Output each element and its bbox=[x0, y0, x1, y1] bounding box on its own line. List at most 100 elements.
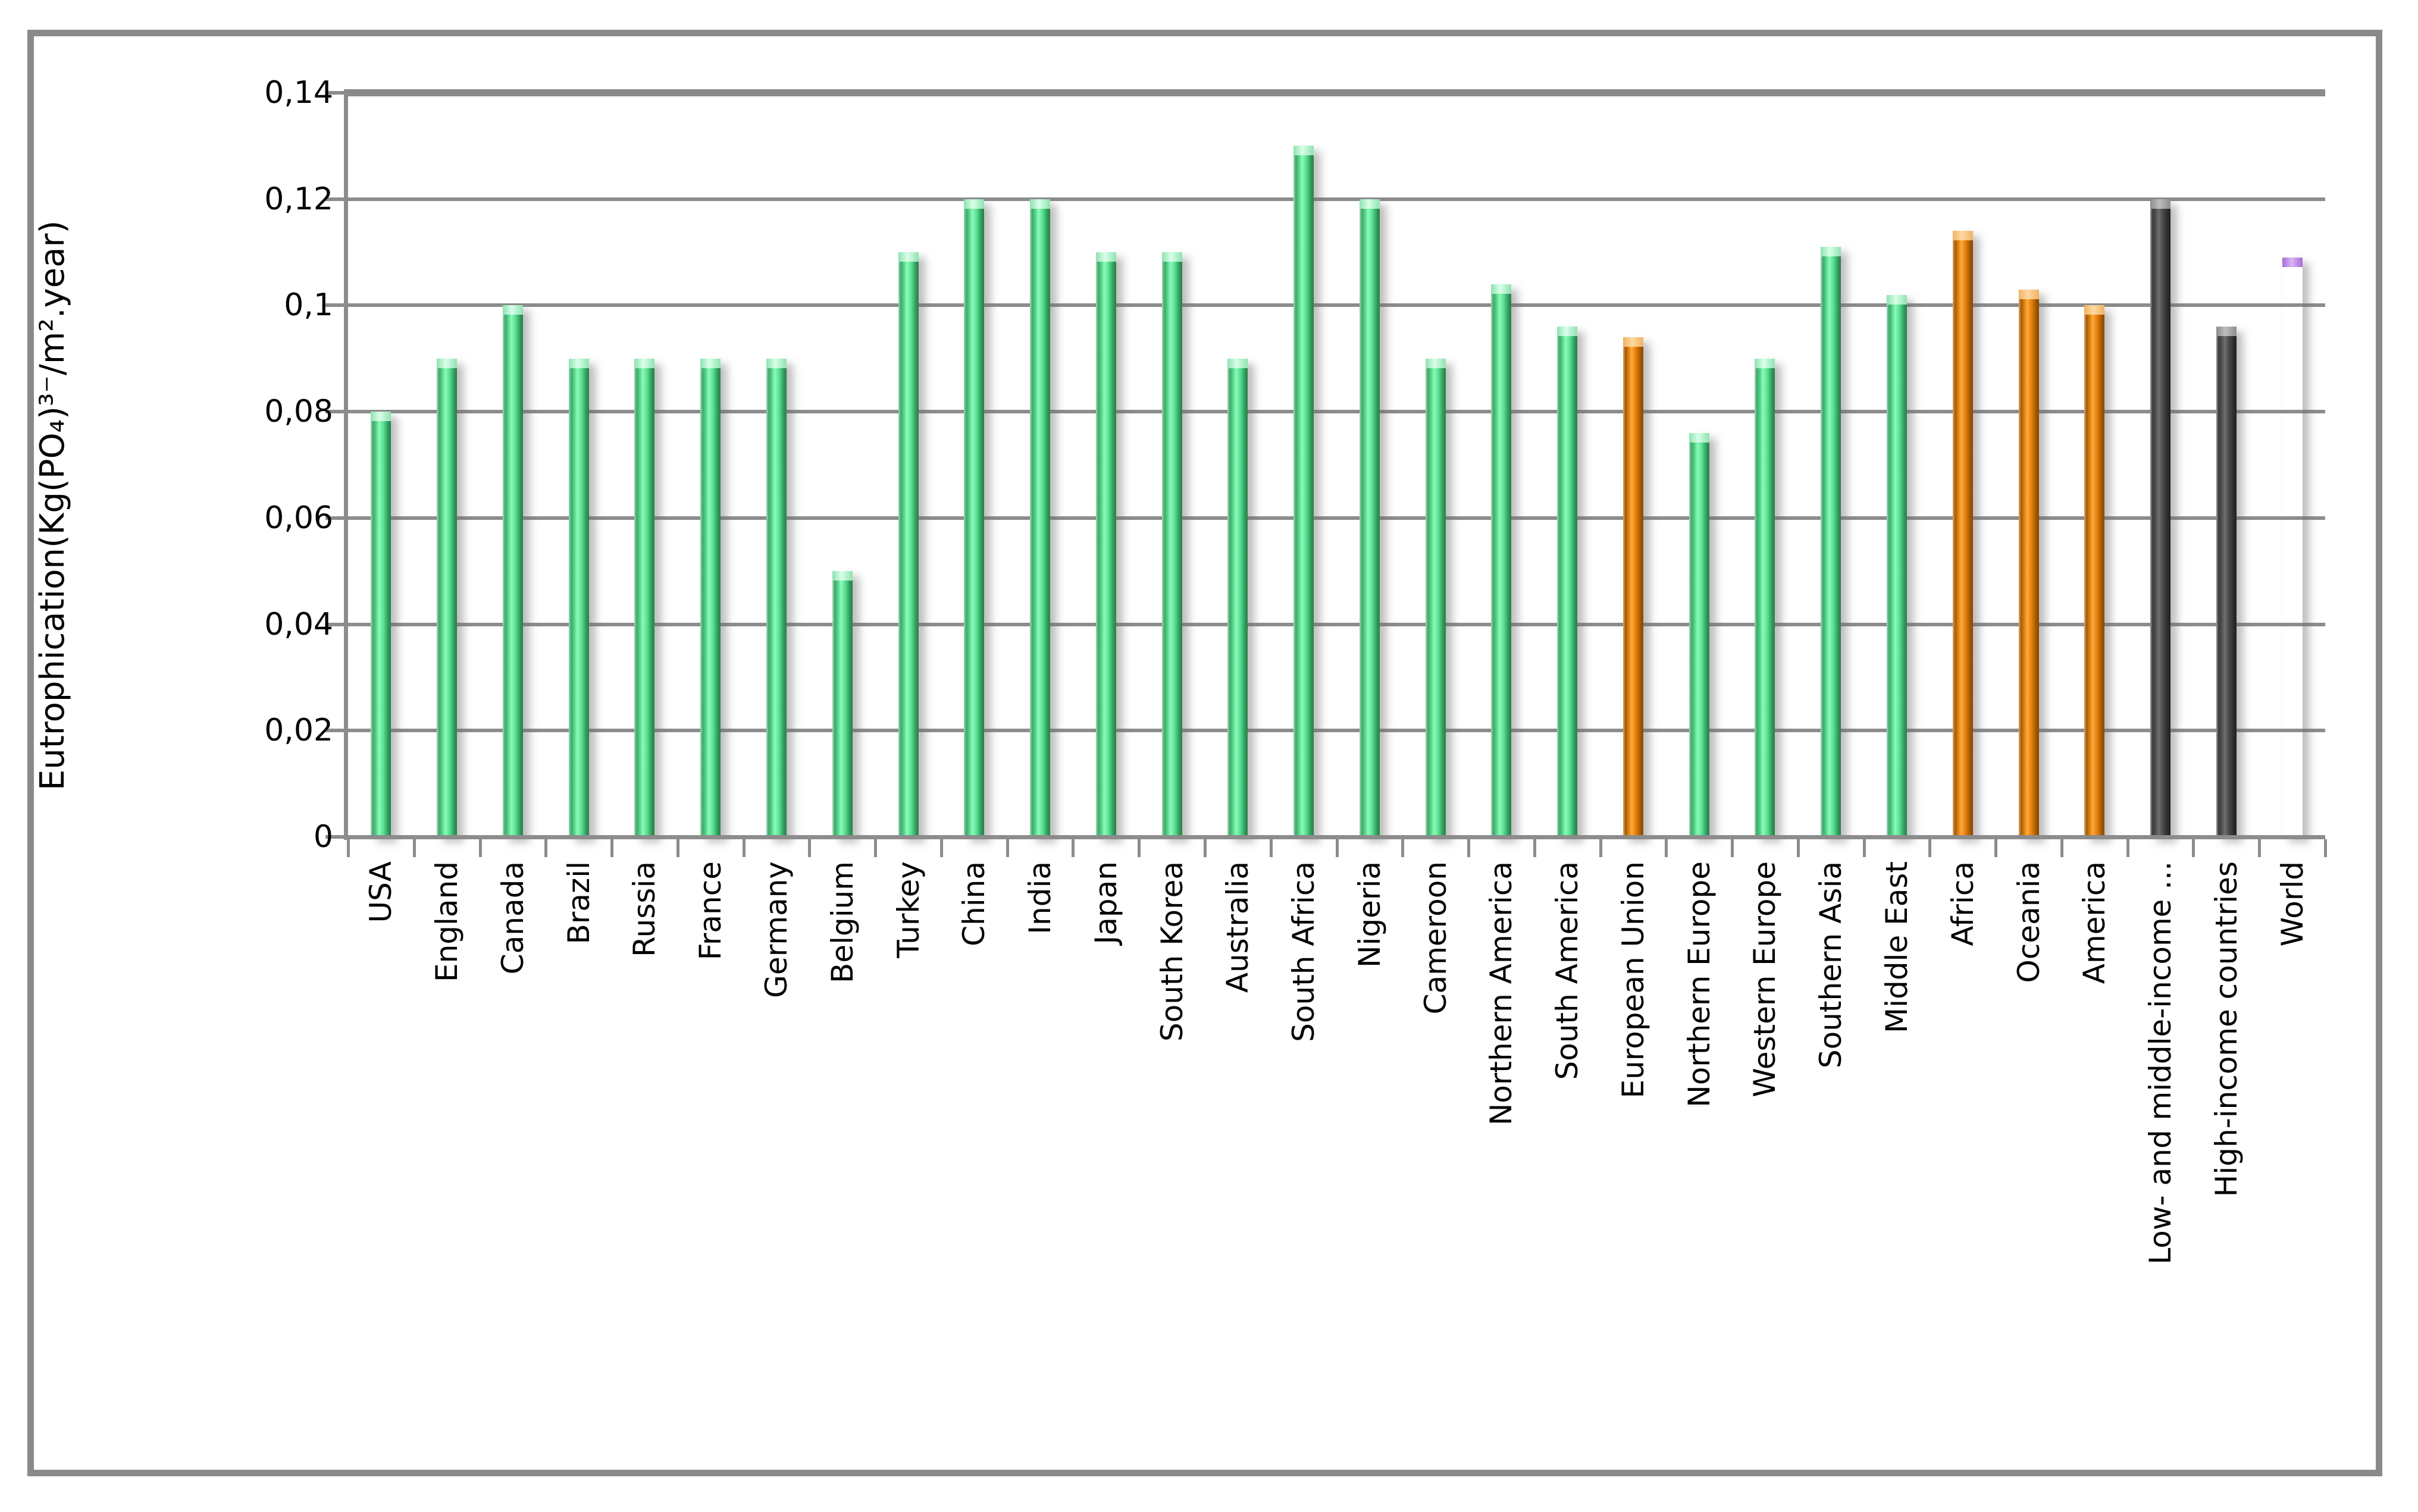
figure-border-frame bbox=[27, 30, 2382, 1476]
bar-australia bbox=[1227, 358, 1248, 837]
x-tick-mark bbox=[2324, 839, 2327, 857]
x-tick-mark bbox=[2258, 839, 2262, 857]
bar-cameroon bbox=[1425, 358, 1446, 837]
x-tick-mark bbox=[1928, 839, 1932, 857]
x-category-label-south-korea: South Korea bbox=[1154, 861, 1189, 1042]
y-tick-label: 0 bbox=[313, 819, 333, 855]
x-tick-mark bbox=[1203, 839, 1207, 857]
y-tick-mark bbox=[325, 197, 348, 201]
bar-middle-east bbox=[1887, 294, 1908, 837]
bar-america bbox=[2084, 305, 2105, 837]
x-category-label-south-america: South America bbox=[1550, 861, 1585, 1080]
y-tick-mark bbox=[325, 516, 348, 520]
x-tick-mark bbox=[939, 839, 943, 857]
x-category-label-northern-europe: Northern Europe bbox=[1681, 861, 1717, 1108]
x-category-label-india: India bbox=[1023, 861, 1058, 934]
gridline-0,14 bbox=[348, 89, 2325, 96]
bar-european-union bbox=[1623, 337, 1643, 837]
bar-south-korea bbox=[1161, 252, 1182, 837]
gridline-0,04 bbox=[348, 622, 2325, 626]
gridline-0,06 bbox=[348, 516, 2325, 520]
x-tick-mark bbox=[874, 839, 878, 857]
x-tick-mark bbox=[1533, 839, 1536, 857]
y-tick-label: 0,08 bbox=[264, 394, 333, 430]
bar-usa bbox=[371, 412, 391, 837]
x-tick-mark bbox=[1072, 839, 1075, 857]
bar-germany bbox=[766, 358, 787, 837]
x-category-label-high-income-countries: High-income countries bbox=[2209, 861, 2244, 1197]
bar-belgium bbox=[832, 571, 853, 837]
gridline-0,12 bbox=[348, 197, 2325, 201]
bar-south-america bbox=[1557, 327, 1578, 837]
x-tick-mark bbox=[544, 839, 548, 857]
y-axis-title: Eutrophication(Kg(PO₄)³⁻/m².year) bbox=[33, 220, 72, 791]
x-category-label-european-union: European Union bbox=[1615, 861, 1650, 1099]
x-category-label-turkey: Turkey bbox=[891, 861, 926, 958]
x-tick-mark bbox=[1862, 839, 1866, 857]
x-tick-mark bbox=[1994, 839, 1998, 857]
x-category-label-low-and-middle-income: Low- and middle-income ... bbox=[2143, 861, 2178, 1265]
x-tick-mark bbox=[808, 839, 812, 857]
x-tick-mark bbox=[1731, 839, 1734, 857]
x-category-label-canada: Canada bbox=[495, 861, 530, 975]
x-tick-mark bbox=[1665, 839, 1668, 857]
bar-france bbox=[700, 358, 721, 837]
x-tick-mark bbox=[742, 839, 746, 857]
x-tick-mark bbox=[2192, 839, 2195, 857]
x-category-label-belgium: Belgium bbox=[825, 861, 860, 983]
x-category-label-russia: Russia bbox=[627, 861, 662, 957]
x-tick-mark bbox=[347, 839, 350, 857]
y-tick-label: 0,12 bbox=[264, 181, 333, 217]
x-category-label-western-europe: Western Europe bbox=[1747, 861, 1783, 1097]
x-tick-mark bbox=[1467, 839, 1471, 857]
x-category-label-middle-east: Middle East bbox=[1880, 861, 1915, 1033]
x-category-label-france: France bbox=[693, 861, 728, 961]
bar-oceania bbox=[2018, 289, 2039, 837]
x-category-label-japan: Japan bbox=[1088, 861, 1123, 945]
bar-india bbox=[1030, 199, 1051, 837]
x-tick-mark bbox=[1006, 839, 1009, 857]
bar-england bbox=[437, 358, 458, 837]
x-tick-mark bbox=[1401, 839, 1405, 857]
x-category-label-usa: USA bbox=[364, 861, 399, 923]
x-tick-mark bbox=[676, 839, 679, 857]
y-tick-mark bbox=[325, 729, 348, 733]
y-tick-label: 0,02 bbox=[264, 713, 333, 749]
gridline-0,1 bbox=[348, 303, 2325, 308]
bar-japan bbox=[1095, 252, 1116, 837]
bar-russia bbox=[634, 358, 655, 837]
x-category-label-oceania: Oceania bbox=[2011, 861, 2046, 983]
x-category-label-germany: Germany bbox=[759, 861, 794, 998]
y-axis-line bbox=[344, 89, 348, 840]
y-tick-mark bbox=[325, 91, 348, 95]
y-tick-mark bbox=[325, 835, 348, 839]
x-category-label-australia: Australia bbox=[1220, 861, 1255, 993]
x-category-label-northern-america: Northern America bbox=[1484, 861, 1519, 1126]
bar-high-income-countries bbox=[2216, 327, 2237, 837]
x-category-label-world: World bbox=[2275, 861, 2310, 947]
x-category-label-nigeria: Nigeria bbox=[1352, 861, 1387, 968]
y-tick-mark bbox=[325, 622, 348, 626]
bar-southern-asia bbox=[1821, 247, 1841, 837]
x-axis-line bbox=[344, 835, 2325, 839]
bar-africa bbox=[1952, 231, 1973, 837]
bar-world bbox=[2282, 258, 2303, 837]
x-tick-mark bbox=[1599, 839, 1602, 857]
bar-brazil bbox=[568, 358, 589, 837]
x-tick-mark bbox=[1335, 839, 1339, 857]
x-category-label-africa: Africa bbox=[1945, 861, 1980, 946]
x-category-label-south-africa: South Africa bbox=[1286, 861, 1321, 1042]
bar-northern-europe bbox=[1689, 432, 1709, 837]
x-tick-mark bbox=[1796, 839, 1800, 857]
y-tick-label: 0,1 bbox=[284, 287, 333, 324]
bar-western-europe bbox=[1755, 358, 1775, 837]
x-category-label-brazil: Brazil bbox=[561, 861, 596, 945]
bar-turkey bbox=[898, 252, 919, 837]
gridline-0,08 bbox=[348, 410, 2325, 414]
gridline-0,02 bbox=[348, 729, 2325, 733]
x-category-label-china: China bbox=[957, 861, 992, 946]
x-tick-mark bbox=[610, 839, 614, 857]
x-tick-mark bbox=[1269, 839, 1273, 857]
